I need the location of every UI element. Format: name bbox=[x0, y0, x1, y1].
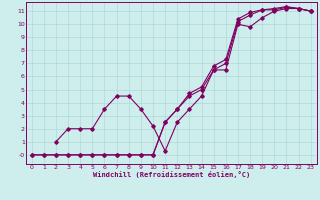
X-axis label: Windchill (Refroidissement éolien,°C): Windchill (Refroidissement éolien,°C) bbox=[92, 171, 250, 178]
